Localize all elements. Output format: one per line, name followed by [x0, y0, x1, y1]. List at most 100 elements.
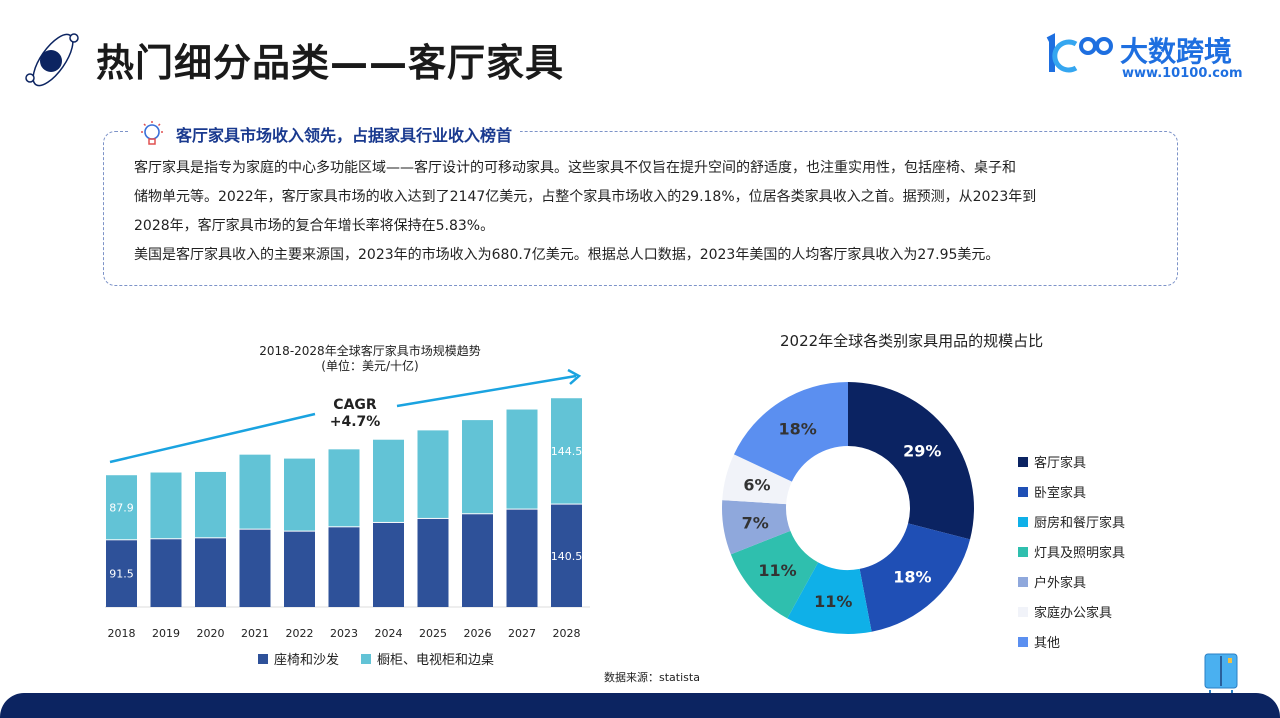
legend-label: 家庭办公家具	[1034, 606, 1113, 621]
page-title: 热门细分品类——客厅家具	[96, 41, 565, 85]
legend-label: 座椅和沙发	[274, 653, 340, 668]
bar-segment	[150, 472, 182, 539]
x-tick-label: 2021	[241, 627, 269, 640]
bar-segment	[328, 449, 360, 527]
bar-segment	[506, 509, 538, 607]
legend-swatch	[1018, 516, 1028, 527]
donut-title: 2022年全球各类别家具用品的规模占比	[780, 332, 1044, 350]
insight-line: 美国是客厅家具收入的主要来源国，2023年的市场收入为680.7亿美元。根据总人…	[134, 247, 1000, 263]
legend-swatch	[258, 653, 268, 664]
bar-segment	[284, 458, 315, 531]
bar-chart-subtitle: (单位：美元/十亿)	[321, 359, 419, 373]
legend-item: 家庭办公家具	[1018, 602, 1125, 621]
legend-swatch	[1018, 486, 1028, 497]
insight-title: 客厅家具市场收入领先，占据家具行业收入榜首	[176, 126, 513, 145]
legend-swatch	[1018, 546, 1028, 557]
cagr-arrow-line	[396, 374, 577, 408]
donut-slice	[787, 562, 872, 634]
donut-slice	[722, 500, 791, 555]
bar-segment	[195, 471, 226, 538]
legend-swatch	[1018, 456, 1028, 467]
bar-segment	[373, 522, 404, 607]
bar-segment	[462, 514, 493, 607]
insight-line: 客厅家具是指专为家庭的中心多功能区域——客厅设计的可移动家具。这些家具不仅旨在提…	[134, 160, 1016, 176]
bar-segment	[417, 518, 449, 607]
insight-header: 客厅家具市场收入领先，占据家具行业收入榜首	[130, 120, 521, 148]
bar-chart-title: 2018-2028年全球客厅家具市场规模趋势	[259, 344, 481, 358]
cagr-annotation: CAGR +4.7%	[320, 397, 390, 431]
slice-label: 7%	[742, 514, 769, 533]
cagr-arrow-line	[109, 412, 316, 464]
bar-legend: 座椅和沙发 橱柜、电视柜和边桌	[258, 649, 494, 668]
lightbulb-icon	[141, 121, 163, 145]
slice-label: 18%	[893, 568, 931, 587]
bar-segment	[195, 538, 226, 607]
bar-segment	[462, 420, 493, 514]
data-label: 91.5	[109, 568, 134, 581]
data-label: 87.9	[109, 501, 134, 514]
bar-segment	[551, 398, 582, 504]
legend-swatch	[1018, 636, 1028, 647]
footer-bar	[0, 693, 1280, 718]
donut-slice	[730, 530, 819, 619]
wardrobe-icon	[1204, 653, 1238, 693]
cagr-arrow-head	[567, 368, 582, 385]
legend-item: 客厅家具	[1018, 452, 1125, 471]
bar-segment	[239, 454, 271, 529]
slice-label: 18%	[778, 420, 816, 439]
legend-item: 厨房和餐厅家具	[1018, 512, 1125, 531]
legend-swatch	[1018, 606, 1028, 617]
orbit-logo-icon	[25, 33, 79, 87]
legend-label: 户外家具	[1034, 576, 1087, 591]
bar-segment	[551, 504, 582, 607]
data-label: 144.5	[551, 445, 583, 458]
x-tick-label: 2019	[152, 627, 180, 640]
donut-slice	[859, 523, 971, 632]
legend-swatch	[361, 653, 372, 664]
legend-item: 其他	[1018, 632, 1125, 651]
brand-logo-icon	[1046, 33, 1113, 73]
x-tick-label: 2024	[375, 627, 403, 640]
donut-legend: 客厅家具卧室家具厨房和餐厅家具 灯具及照明家具 户外家具家庭办公家具 其他	[1018, 452, 1125, 651]
bar-segment	[328, 527, 360, 607]
bar-segment	[150, 539, 182, 607]
brand-url: www.10100.com	[1122, 66, 1243, 81]
donut-slice	[733, 382, 848, 482]
slice-label: 11%	[758, 561, 796, 580]
donut-slice	[848, 382, 974, 540]
bar-segment	[417, 430, 449, 518]
donut-chart: 29% 18% 11% 11% 7% 6% 18%	[722, 382, 974, 634]
brand-name: 大数跨境	[1120, 35, 1233, 68]
donut-slice	[722, 454, 792, 505]
bar-segment	[239, 529, 271, 607]
legend-label: 厨房和餐厅家具	[1034, 516, 1126, 531]
insight-line: 储物单元等。2022年，客厅家具市场的收入达到了2147亿美元，占整个家具市场收…	[134, 189, 1037, 205]
insight-box	[103, 131, 1178, 286]
bar-chart: 91.5 87.9 2018 2019 2020 2021 2022 2023 2024 2025…	[105, 368, 590, 640]
x-tick-label: 2025	[419, 627, 447, 640]
bar-segment	[506, 409, 538, 509]
legend-item: 灯具及照明家具	[1018, 542, 1125, 561]
legend-label: 卧室家具	[1034, 486, 1087, 501]
cagr-label: CAGR	[333, 397, 377, 413]
x-tick-label: 2028	[553, 627, 581, 640]
legend-label: 橱柜、电视柜和边桌	[377, 653, 495, 668]
legend-swatch	[1018, 576, 1028, 587]
data-label: 140.5	[551, 550, 583, 563]
legend-label: 灯具及照明家具	[1034, 546, 1126, 561]
bar-segment	[284, 531, 315, 607]
insight-line: 2028年，客厅家具市场的复合年增长率将保持在5.83%。	[134, 218, 495, 234]
legend-label: 其他	[1034, 636, 1061, 651]
x-tick-label: 2026	[464, 627, 492, 640]
slice-label: 11%	[814, 592, 852, 611]
bar-segment	[373, 439, 404, 522]
bar-segment	[106, 475, 137, 540]
slice-label: 6%	[743, 476, 770, 495]
cagr-value: +4.7%	[329, 414, 381, 430]
x-tick-label: 2023	[330, 627, 358, 640]
legend-item: 座椅和沙发	[258, 649, 339, 668]
x-tick-label: 2018	[108, 627, 136, 640]
bar-segment	[106, 540, 137, 607]
x-tick-label: 2022	[286, 627, 314, 640]
legend-item: 户外家具	[1018, 572, 1125, 591]
